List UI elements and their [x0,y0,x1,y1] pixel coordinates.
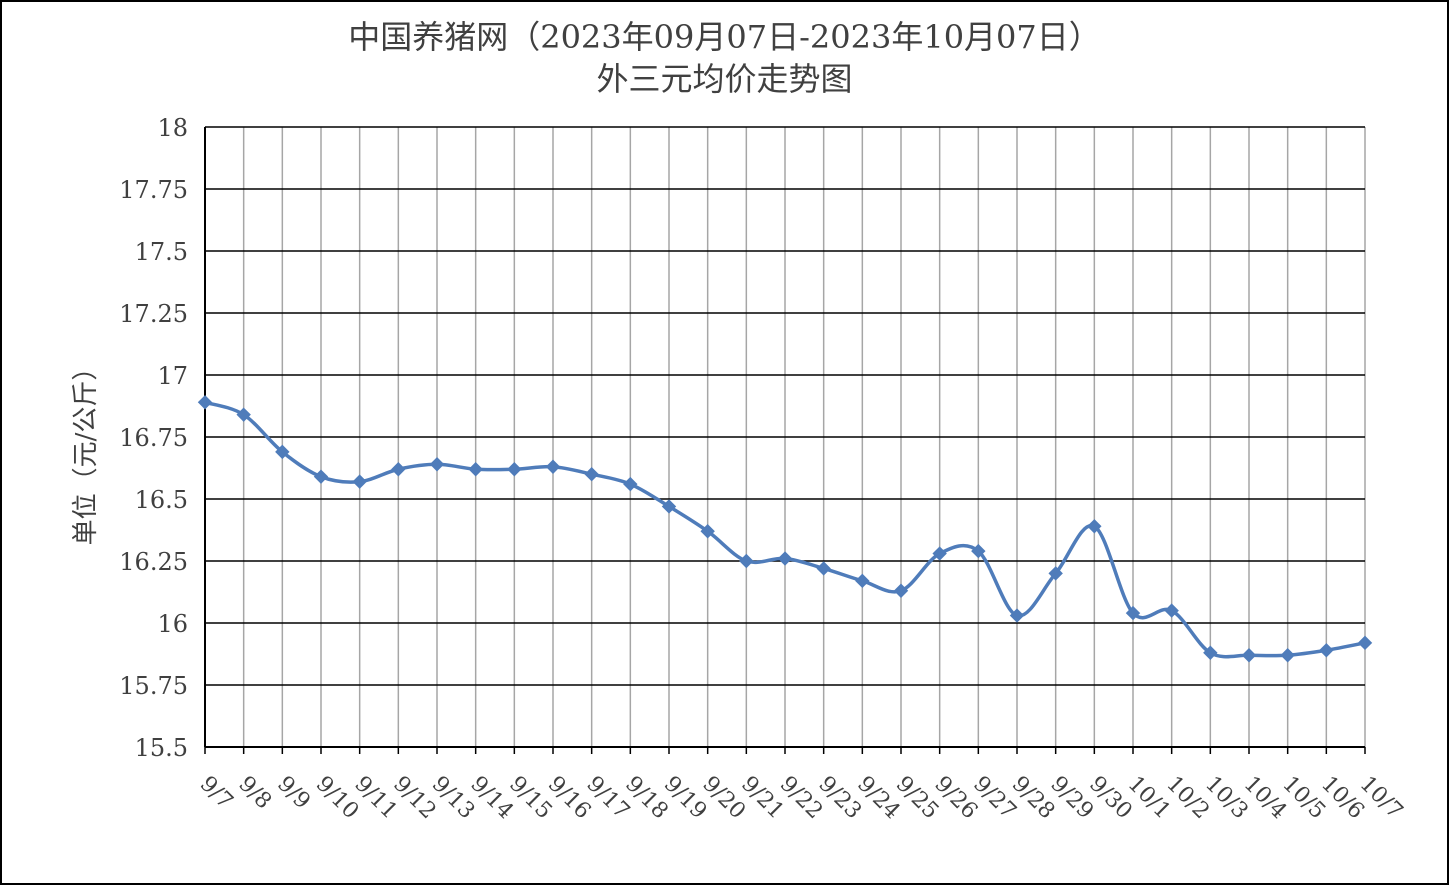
gridlines [205,126,1366,747]
x-tick-label: 9/15 [504,772,557,825]
data-point-marker [1164,603,1179,618]
y-tick-label: 16 [157,610,188,638]
x-tick-label: 9/21 [736,772,789,825]
y-axis-label: 单位（元/公斤） [71,355,101,546]
data-point-marker [1087,519,1102,534]
data-point-marker [545,459,561,474]
data-point-marker [971,543,986,559]
chart-title-block: 中国养猪网（2023年09月07日-2023年10月07日） 外三元均价走势图 [2,16,1447,100]
x-tick-label: 9/14 [465,772,518,825]
data-point-marker [623,476,638,492]
x-tick-label: 9/28 [1007,772,1060,825]
data-point-marker [468,462,483,477]
x-tick-label: 9/10 [311,772,364,825]
series-layer [197,395,1373,663]
data-point-marker [1203,645,1218,660]
data-point-marker [507,462,522,477]
x-tick-label: 9/24 [852,772,905,825]
data-point-marker [313,469,329,484]
x-tick-label: 10/6 [1316,772,1369,825]
x-tick-label: 9/12 [388,772,441,825]
data-point-marker [777,551,793,566]
y-tick-label: 17 [157,362,188,390]
y-tick-label: 17.5 [135,238,188,266]
data-point-marker [1048,566,1063,581]
x-tick-labels: 9/79/89/99/109/119/129/139/149/159/169/1… [195,772,1408,825]
x-tick-label: 9/17 [581,772,634,825]
x-tick-label: 9/8 [233,772,276,815]
y-tick-label: 16.75 [119,424,188,452]
x-tick-label: 9/26 [929,772,982,825]
y-tick-label: 16.5 [135,486,188,514]
x-tick-label: 9/23 [813,772,866,825]
data-point-marker [932,546,947,561]
x-tick-label: 9/22 [775,772,828,825]
x-tick-label: 10/1 [1123,772,1176,825]
x-tick-label: 9/9 [272,772,315,815]
x-tick-label: 9/19 [659,772,712,825]
data-point-marker [1280,648,1295,663]
data-point-marker [429,457,445,472]
data-point-marker [855,573,870,589]
x-tick-label: 9/16 [543,772,596,825]
data-point-marker [1241,648,1257,663]
y-tick-label: 18 [157,114,188,142]
chart-subtitle: 外三元均价走势图 [596,60,853,98]
chart-title: 中国养猪网（2023年09月07日-2023年10月07日） [348,18,1101,56]
x-tick-label: 10/7 [1355,772,1408,825]
data-point-marker [700,524,715,539]
x-tick-label: 10/5 [1277,772,1330,825]
data-point-marker [236,407,251,422]
data-point-marker [275,444,290,460]
data-point-marker [661,499,677,514]
x-tick-label: 9/29 [1045,772,1098,825]
y-tick-label: 17.75 [119,176,188,204]
y-tick-labels: 15.5 15.75 16 16.25 16.5 16.75 17 17.25 17.5 17.7… [119,114,188,762]
axes [204,127,1366,754]
data-point-marker [1009,608,1025,623]
x-tick-label: 9/13 [427,772,480,825]
x-tick-label: 10/4 [1239,772,1292,825]
data-point-marker [391,462,406,477]
x-tick-label: 9/20 [697,772,750,825]
y-tick-label: 17.25 [119,300,188,328]
data-point-marker [893,583,909,598]
data-point-marker [1319,643,1334,658]
x-tick-label: 9/7 [195,772,238,815]
data-point-marker [352,474,367,489]
y-tick-label: 15.5 [135,734,188,762]
x-tick-label: 9/11 [349,772,402,825]
x-tick-label: 10/2 [1161,772,1214,825]
data-point-marker [197,395,213,410]
data-point-marker [816,561,831,576]
y-tick-label: 16.25 [119,548,188,576]
data-point-marker [739,553,754,569]
data-point-marker [1125,605,1141,621]
x-tick-label: 10/3 [1200,772,1253,825]
y-tick-label: 15.75 [119,672,188,700]
x-tick-label: 9/27 [968,772,1021,825]
data-point-marker [584,466,599,482]
x-tick-label: 9/30 [1084,772,1137,825]
data-point-marker [1357,635,1373,651]
x-tick-label: 9/25 [891,772,944,825]
x-tick-label: 9/18 [620,772,673,825]
